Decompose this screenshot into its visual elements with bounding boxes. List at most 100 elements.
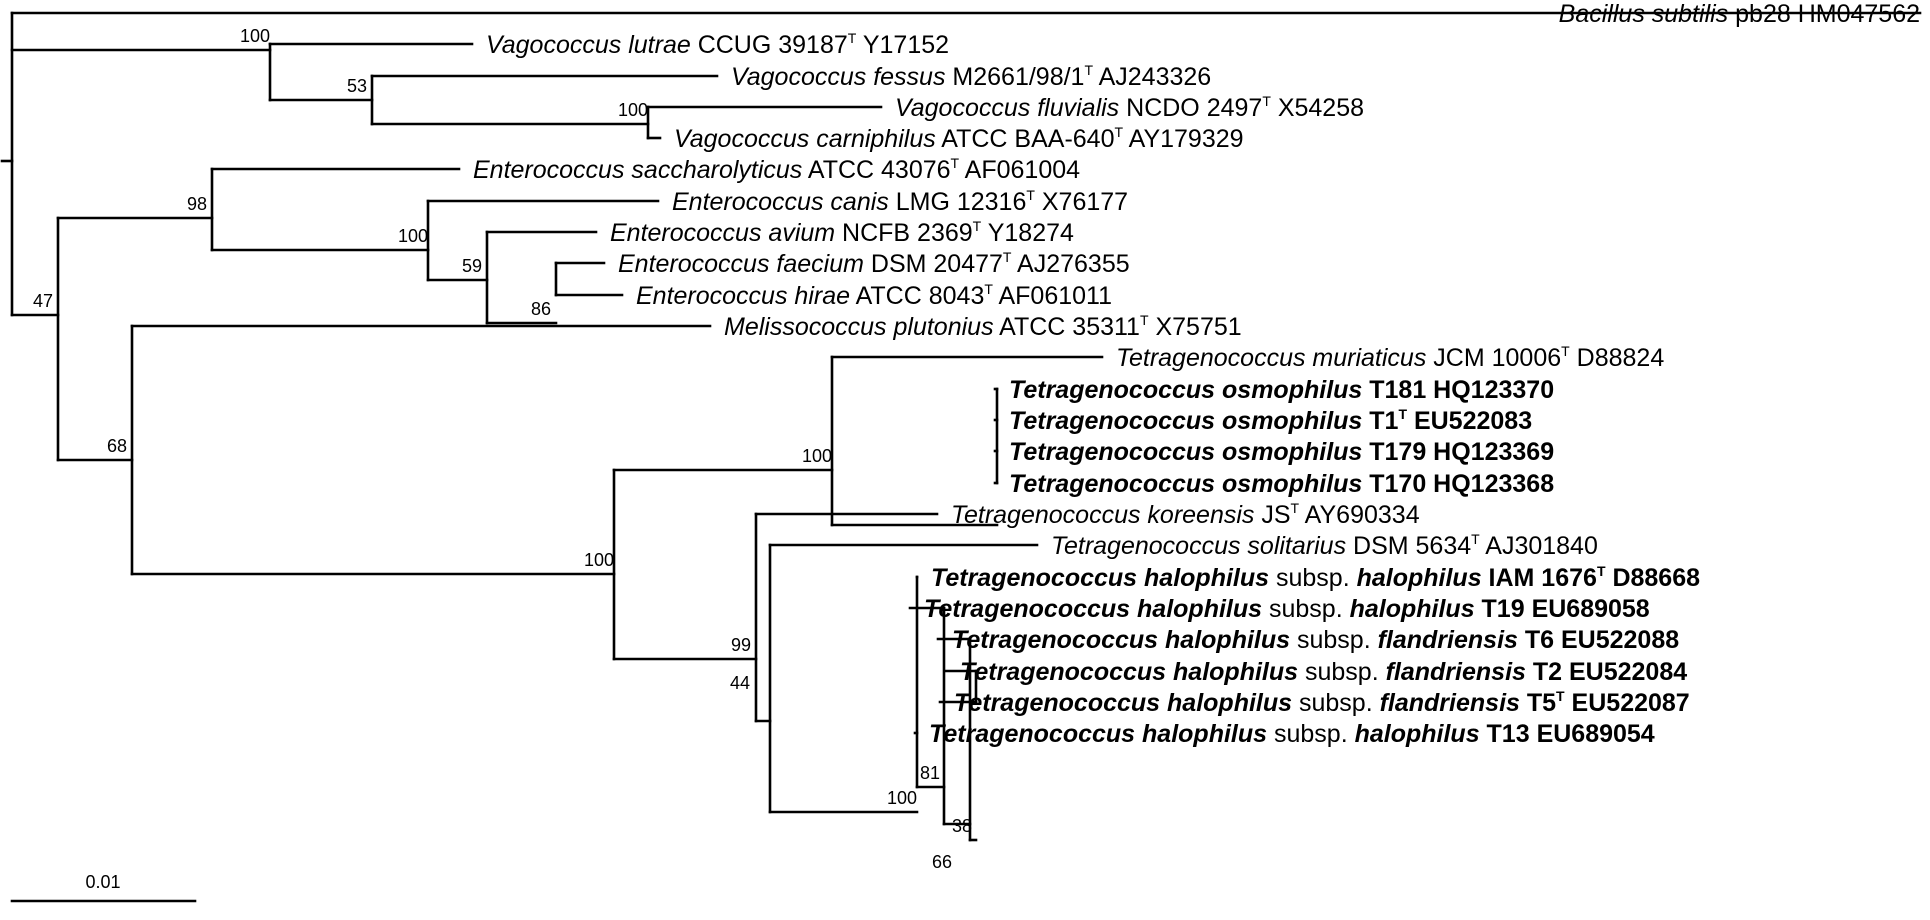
subspecies-name: flandriensis — [1378, 626, 1518, 654]
strain-accession: T13 EU689054 — [1480, 720, 1655, 748]
taxon-name: Tetragenococcus solitarius — [1051, 532, 1346, 560]
strain-accession: ATCC 43076 — [802, 156, 950, 184]
bootstrap-value: 100 — [240, 26, 270, 46]
strain-accession: ATCC BAA-640 — [936, 125, 1115, 153]
strain-accession: T179 HQ123369 — [1362, 438, 1554, 466]
type-strain-marker: T — [1291, 500, 1300, 516]
subspecies-name: halophilus — [1357, 564, 1482, 592]
type-strain-marker: T — [1597, 563, 1606, 579]
bootstrap-value: 38 — [952, 816, 972, 836]
taxon-label: Tetragenococcus koreensis JST AY690334 — [951, 500, 1420, 529]
taxon-name: Tetragenococcus koreensis — [951, 501, 1254, 529]
bootstrap-value: 59 — [462, 256, 482, 276]
taxon-label: Tetragenococcus solitarius DSM 5634T AJ3… — [1051, 531, 1598, 560]
type-strain-marker: T — [1084, 62, 1093, 78]
strain-accession: pb28 HM047562 — [1728, 0, 1920, 28]
taxon-name: Bacillus subtilis — [1559, 0, 1729, 28]
bootstrap-value: 100 — [618, 100, 648, 120]
subspecies-name: flandriensis — [1386, 658, 1526, 686]
strain-accession: subsp. — [1292, 689, 1380, 717]
type-strain-marker: T — [951, 155, 960, 171]
taxon-name: Tetragenococcus halophilus — [929, 720, 1267, 748]
taxon-label: Vagococcus fluvialis NCDO 2497T X54258 — [895, 93, 1364, 122]
taxon-label: Tetragenococcus osmophilus T181 HQ123370 — [1009, 376, 1554, 404]
type-strain-marker: T — [1398, 406, 1407, 422]
strain-accession: AJ301840 — [1480, 532, 1598, 560]
taxon-name: Tetragenococcus halophilus — [931, 564, 1269, 592]
taxon-label: Tetragenococcus halophilus subsp. haloph… — [924, 595, 1650, 623]
strain-accession: Y17152 — [856, 31, 949, 59]
strain-accession: T5 — [1520, 689, 1556, 717]
tree-branches — [0, 11, 1922, 842]
strain-accession: IAM 1676 — [1482, 564, 1597, 592]
strain-accession: subsp. — [1267, 720, 1355, 748]
strain-accession: AF061011 — [993, 282, 1112, 310]
type-strain-marker: T — [1026, 187, 1035, 203]
strain-accession: JS — [1254, 501, 1290, 529]
bootstrap-value: 53 — [347, 76, 367, 96]
taxon-label: Tetragenococcus muriaticus JCM 10006T D8… — [1116, 343, 1664, 372]
strain-accession: D88824 — [1570, 344, 1665, 372]
taxon-label: Vagococcus lutrae CCUG 39187T Y17152 — [486, 30, 949, 59]
strain-accession: DSM 20477 — [864, 250, 1003, 278]
subspecies-name: halophilus — [1350, 595, 1475, 623]
bootstrap-value: 47 — [33, 291, 53, 311]
strain-accession: subsp. — [1262, 595, 1350, 623]
taxon-name: Tetragenococcus osmophilus — [1009, 376, 1362, 404]
taxon-name: Enterococcus saccharolyticus — [473, 156, 802, 184]
strain-accession: AY179329 — [1123, 125, 1243, 153]
taxon-label: Vagococcus carniphilus ATCC BAA-640T AY1… — [674, 124, 1244, 153]
taxon-name: Tetragenococcus muriaticus — [1116, 344, 1426, 372]
strain-accession: X76177 — [1035, 188, 1128, 216]
leaf-labels: Bacillus subtilis pb28 HM047562 Vagococcu… — [473, 0, 1920, 748]
taxon-label: Tetragenococcus osmophilus T1T EU522083 — [1009, 406, 1532, 435]
bootstrap-value: 44 — [730, 673, 750, 693]
taxon-label: Tetragenococcus osmophilus T170 HQ123368 — [1009, 470, 1554, 498]
type-strain-marker: T — [1561, 343, 1570, 359]
bootstrap-value: 81 — [920, 763, 940, 783]
strain-accession: AF061004 — [959, 156, 1080, 184]
taxon-name: Vagococcus fessus — [731, 63, 945, 91]
strain-accession: AY690334 — [1299, 501, 1420, 529]
taxon-label: Bacillus subtilis pb28 HM047562 — [1559, 0, 1920, 28]
taxon-name: Enterococcus faecium — [618, 250, 864, 278]
taxon-name: Tetragenococcus osmophilus — [1009, 407, 1362, 435]
taxon-name: Vagococcus carniphilus — [674, 125, 936, 153]
strain-accession: EU522087 — [1565, 689, 1690, 717]
type-strain-marker: T — [1556, 688, 1565, 704]
taxon-name: Enterococcus canis — [672, 188, 889, 216]
bootstrap-value: 66 — [932, 852, 952, 872]
taxon-name: Tetragenococcus halophilus — [954, 689, 1292, 717]
strain-accession: T6 EU522088 — [1518, 626, 1679, 654]
taxon-name: Enterococcus hirae — [636, 282, 850, 310]
strain-accession: NCDO 2497 — [1119, 94, 1262, 122]
strain-accession: T170 HQ123368 — [1362, 470, 1554, 498]
taxon-name: Tetragenococcus osmophilus — [1009, 470, 1362, 498]
scale-bar: 0.01 — [10, 872, 197, 903]
bootstrap-value: 100 — [584, 550, 614, 570]
taxon-name: Vagococcus fluvialis — [895, 94, 1119, 122]
strain-accession: subsp. — [1298, 658, 1386, 686]
strain-accession: T1 — [1362, 407, 1398, 435]
strain-accession: T2 EU522084 — [1526, 658, 1687, 686]
strain-accession: AJ243326 — [1093, 63, 1211, 91]
taxon-label: Tetragenococcus halophilus subsp. flandr… — [952, 626, 1679, 654]
strain-accession: X75751 — [1149, 313, 1242, 341]
strain-accession: D88668 — [1606, 564, 1701, 592]
bootstrap-value: 98 — [187, 194, 207, 214]
bootstrap-value: 100 — [398, 226, 428, 246]
taxon-label: Tetragenococcus halophilus subsp. flandr… — [960, 658, 1687, 686]
taxon-name: Enterococcus avium — [610, 219, 835, 247]
taxon-label: Tetragenococcus osmophilus T179 HQ123369 — [1009, 438, 1554, 466]
strain-accession: NCFB 2369 — [835, 219, 973, 247]
type-strain-marker: T — [973, 218, 982, 234]
strain-accession: T19 EU689058 — [1475, 595, 1650, 623]
strain-accession: X54258 — [1271, 94, 1364, 122]
taxon-name: Tetragenococcus osmophilus — [1009, 438, 1362, 466]
taxon-label: Enterococcus faecium DSM 20477T AJ276355 — [618, 249, 1130, 278]
type-strain-marker: T — [1003, 249, 1012, 265]
strain-accession: ATCC 35311 — [994, 313, 1140, 341]
type-strain-marker: T — [1140, 312, 1149, 328]
